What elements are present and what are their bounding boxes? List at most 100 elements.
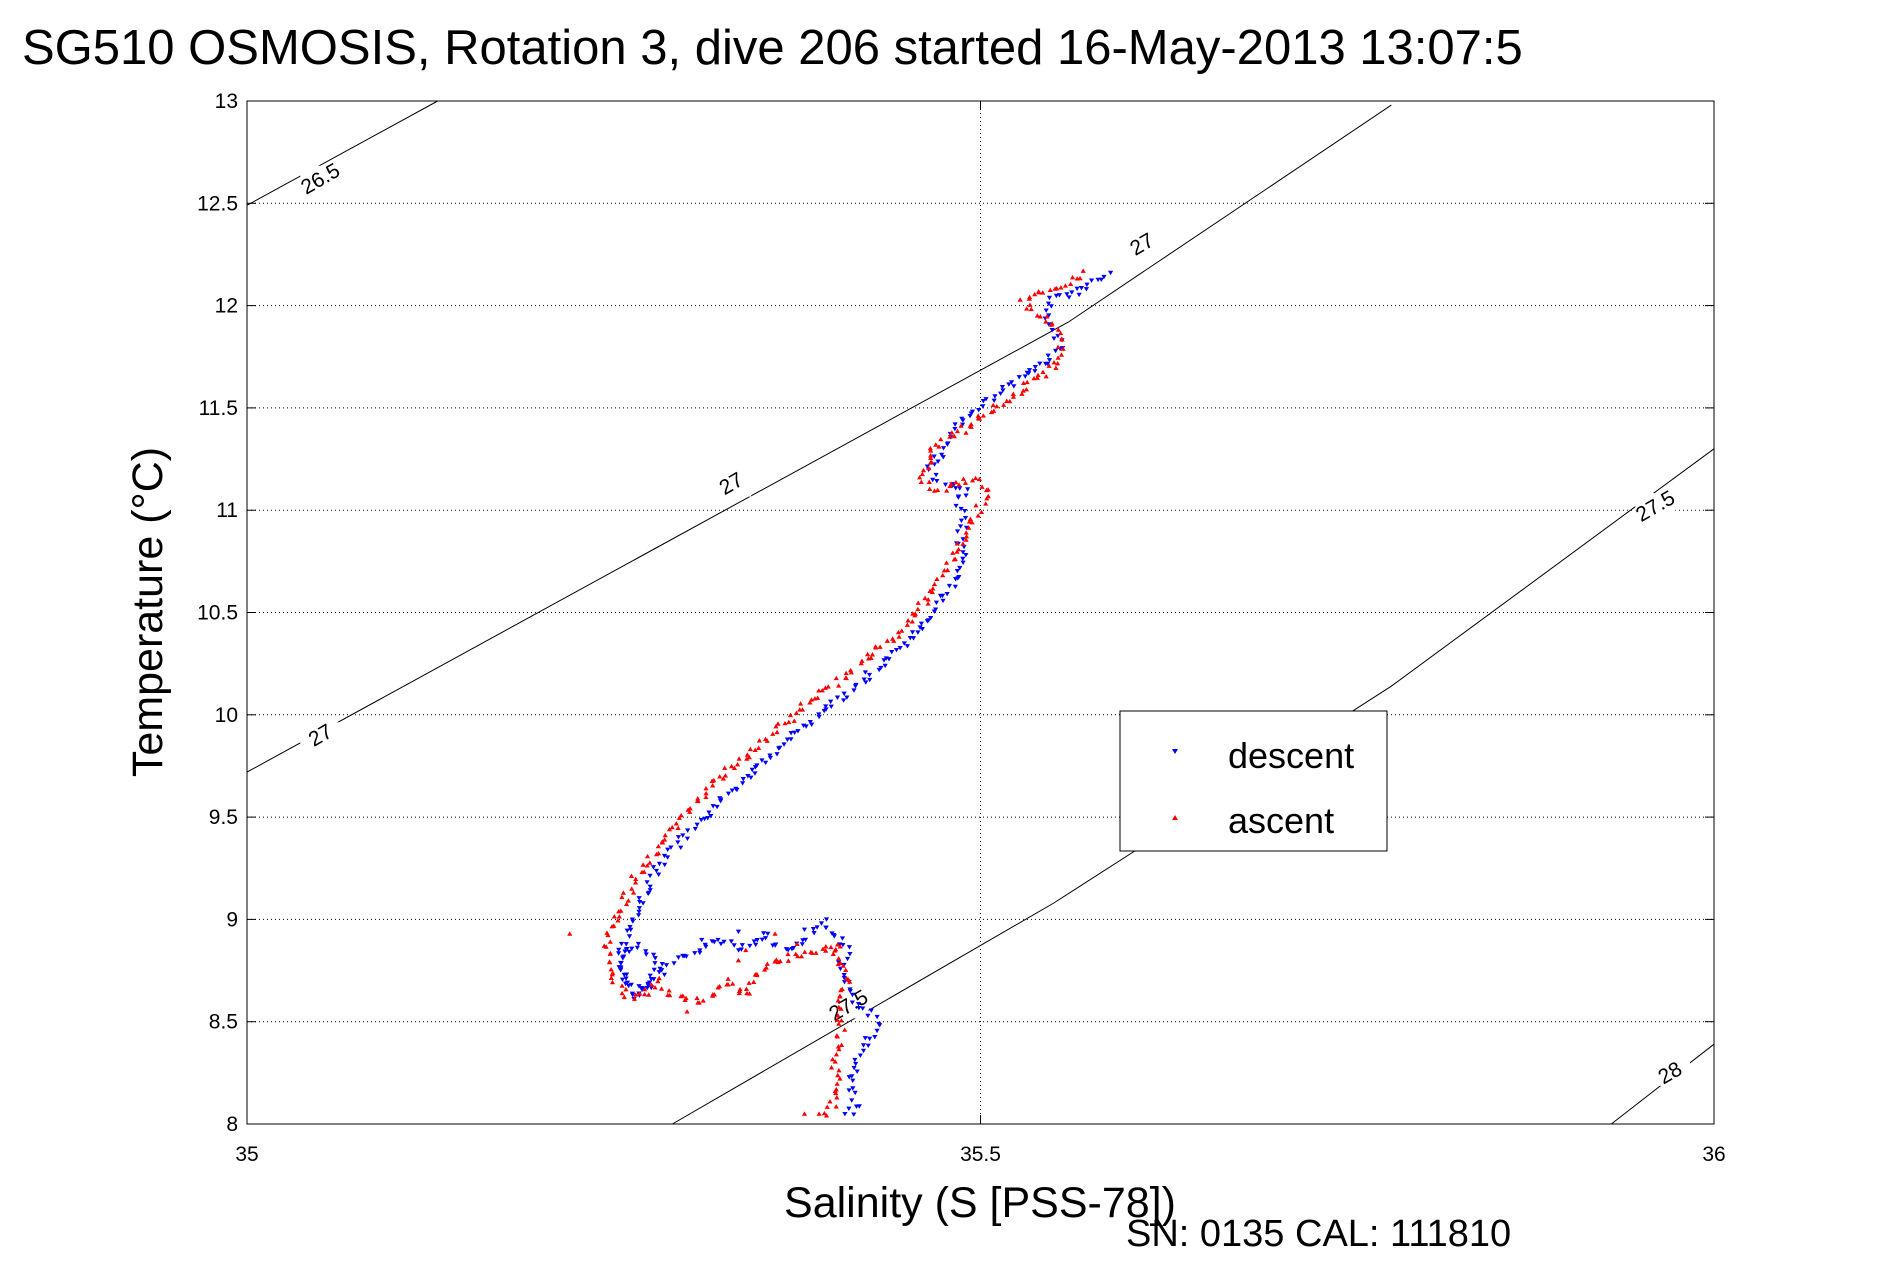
descent-point <box>645 983 651 988</box>
ascent-point <box>925 601 931 606</box>
axis-ticks: 35 35.5 36 8 8.5 9 9.5 10 10.5 11 11.5 12 12.5 13 <box>197 90 1726 1166</box>
descent-point <box>718 941 724 947</box>
ascent-point <box>947 434 953 439</box>
descent-point <box>860 1006 866 1011</box>
descent-point <box>1046 358 1053 363</box>
descent-point <box>907 636 913 641</box>
ascent-point <box>682 997 688 1003</box>
descent-point <box>823 704 829 709</box>
ascent-point <box>933 442 939 447</box>
ascent-point <box>1034 313 1040 318</box>
ascent-point <box>930 586 936 591</box>
y-tick-label: 11.5 <box>199 397 238 420</box>
ascent-point <box>737 986 743 992</box>
descent-point <box>624 928 630 933</box>
descent-point <box>818 921 825 926</box>
descent-point <box>795 729 801 734</box>
descent-point <box>626 949 632 955</box>
ascent-point <box>1024 379 1030 385</box>
ascent-point <box>966 525 972 530</box>
descent-point <box>651 967 657 973</box>
ascent-point <box>938 436 944 442</box>
descent-point <box>814 925 820 930</box>
ascent-point <box>968 424 974 429</box>
descent-point <box>866 672 873 678</box>
descent-point <box>844 956 851 962</box>
ascent-point <box>610 970 616 975</box>
descent-point <box>851 688 857 693</box>
ascent-point <box>927 588 933 593</box>
contour-label: 27.5 <box>1632 486 1679 526</box>
descent-point <box>709 939 715 944</box>
y-tick-label: 11 <box>216 499 238 522</box>
descent-point <box>1026 368 1033 373</box>
descent-point <box>643 952 649 957</box>
ascent-point <box>1035 372 1041 378</box>
descent-point <box>668 845 674 850</box>
ascent-point <box>731 765 738 771</box>
ascent-point <box>833 1104 839 1109</box>
descent-point <box>763 760 769 766</box>
ascent-point <box>678 812 684 818</box>
ascent-point <box>644 863 650 868</box>
descent-point <box>656 861 663 867</box>
descent-point <box>846 1088 852 1093</box>
descent-point <box>735 948 742 953</box>
descent-point <box>931 454 937 459</box>
descent-point <box>999 384 1006 390</box>
ascent-point <box>928 455 934 460</box>
ascent-point <box>743 986 750 991</box>
descent-point <box>933 600 940 606</box>
ascent-point <box>648 982 655 987</box>
descent-point <box>839 936 846 941</box>
ascent-point <box>823 1113 830 1118</box>
ascent-point <box>1055 355 1061 360</box>
ascent-point <box>669 824 675 830</box>
descent-point <box>904 644 911 649</box>
descent-point <box>876 1021 882 1027</box>
ascent-point <box>655 978 661 984</box>
ascent-point <box>896 634 902 639</box>
descent-point <box>851 1065 857 1071</box>
ascent-point <box>929 589 935 595</box>
ascent-point <box>1055 327 1061 332</box>
descent-point <box>1045 301 1052 306</box>
ascent-point <box>827 1099 833 1104</box>
descent-point <box>661 853 668 859</box>
descent-point <box>878 665 884 671</box>
descent-point <box>675 840 681 845</box>
y-tick-label: 8 <box>226 1113 238 1136</box>
descent-point <box>618 941 625 947</box>
descent-point <box>874 1014 880 1020</box>
descent-point <box>837 942 843 947</box>
ascent-point <box>763 965 769 970</box>
descent-point <box>867 677 873 683</box>
ascent-point <box>837 944 843 949</box>
descent-point <box>910 636 917 641</box>
descent-point <box>656 872 662 877</box>
ascent-point <box>836 1067 842 1073</box>
descent-point <box>810 927 817 932</box>
ascent-point <box>1060 346 1066 351</box>
descent-point <box>847 987 853 992</box>
ascent-point <box>802 949 808 954</box>
ascent-point <box>833 1086 839 1092</box>
ascent-point <box>658 986 665 991</box>
ascent-point <box>655 843 661 849</box>
descent-point <box>953 503 959 509</box>
legend: descent ascent <box>1119 710 1388 852</box>
descent-point <box>647 873 653 879</box>
ascent-point <box>834 942 841 947</box>
ascent-point <box>567 931 573 936</box>
ascent-point <box>950 550 956 555</box>
descent-point <box>1064 292 1070 297</box>
ascent-point <box>791 718 797 723</box>
ascent-point <box>944 488 950 493</box>
legend-descent-label: descent <box>1228 735 1354 776</box>
descent-point <box>924 464 930 469</box>
descent-point <box>637 899 643 905</box>
descent-point <box>831 934 837 939</box>
ascent-point <box>837 1076 843 1081</box>
ascent-point <box>843 967 849 972</box>
ascent-point <box>1034 375 1040 380</box>
